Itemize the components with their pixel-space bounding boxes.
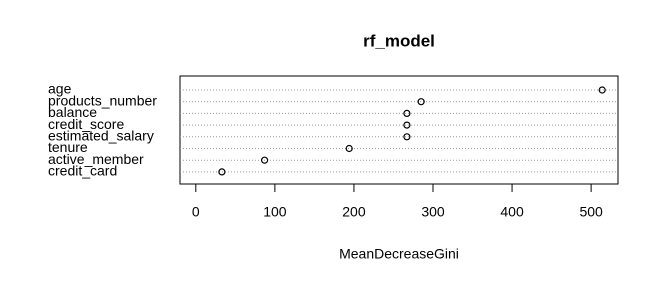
x-tick-label: 0 xyxy=(192,204,200,220)
y-tick-label: age xyxy=(48,81,72,97)
chart-title: rf_model xyxy=(363,31,435,50)
x-tick-label: 200 xyxy=(342,204,366,220)
y-tick-label: credit_score xyxy=(48,116,124,132)
y-tick-label: active_member xyxy=(48,151,144,167)
y-tick-label: products_number xyxy=(48,92,157,108)
x-tick-label: 400 xyxy=(500,204,524,220)
x-axis-label: MeanDecreaseGini xyxy=(339,246,459,262)
plot-frame xyxy=(179,75,619,185)
y-tick-label: balance xyxy=(48,104,97,120)
dot xyxy=(218,168,226,176)
dot xyxy=(260,156,269,164)
x-tick-label: 500 xyxy=(579,204,603,220)
dot xyxy=(417,98,425,106)
x-tick-label: 300 xyxy=(421,204,445,220)
dot xyxy=(345,144,353,153)
dot xyxy=(403,133,411,141)
x-tick-label: 100 xyxy=(263,204,287,220)
dot xyxy=(403,121,411,129)
y-tick-label: credit_card xyxy=(48,163,117,179)
y-tick-label: estimated_salary xyxy=(48,128,154,144)
dot xyxy=(598,86,606,94)
y-tick-label: tenure xyxy=(48,139,88,155)
dot xyxy=(403,109,411,118)
